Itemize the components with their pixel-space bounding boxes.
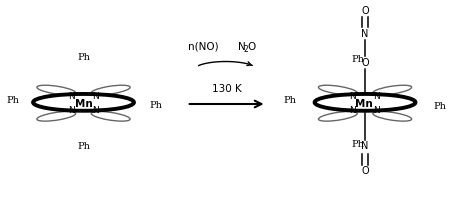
Text: N: N	[362, 29, 369, 39]
Text: Mn: Mn	[75, 99, 93, 109]
Text: Ph: Ph	[150, 100, 163, 110]
Text: Ph: Ph	[7, 97, 19, 105]
Text: N: N	[68, 92, 75, 101]
Text: O: O	[247, 42, 255, 52]
Text: Ph: Ph	[77, 142, 90, 151]
Text: N: N	[349, 92, 356, 101]
Text: N: N	[362, 141, 369, 151]
Text: Ph: Ph	[434, 102, 447, 111]
Text: N: N	[349, 106, 356, 115]
Text: N: N	[373, 106, 380, 115]
Text: Ph: Ph	[352, 55, 364, 64]
Text: Ph: Ph	[352, 140, 364, 149]
Text: N: N	[68, 106, 75, 115]
Text: N: N	[92, 92, 99, 101]
Text: N: N	[238, 42, 246, 52]
Text: O: O	[361, 58, 369, 68]
Text: Ph: Ph	[77, 53, 90, 62]
Text: Ph: Ph	[284, 97, 296, 105]
Text: N: N	[373, 92, 380, 101]
Text: 130 K: 130 K	[212, 84, 242, 94]
Text: O: O	[361, 6, 369, 16]
Text: N: N	[92, 106, 99, 115]
Text: Mn: Mn	[355, 99, 373, 109]
Text: n(NO): n(NO)	[188, 42, 219, 52]
Text: 2: 2	[244, 45, 248, 53]
Text: O: O	[361, 166, 369, 176]
